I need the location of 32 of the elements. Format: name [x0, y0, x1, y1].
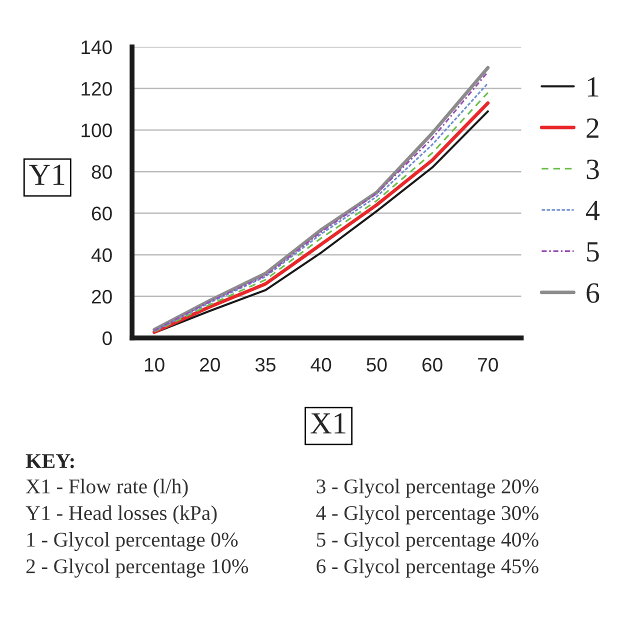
- y-axis-title: Y1: [29, 164, 64, 185]
- x-tick-label: 40: [310, 358, 332, 372]
- y-tick-label: 60: [92, 206, 112, 220]
- y-tick-label: 80: [92, 165, 112, 179]
- y-tick-label: 0: [102, 331, 112, 346]
- text: 2 - Glycol percentage 10%: [26, 558, 248, 578]
- text: 3 - Glycol percentage 20%: [316, 478, 538, 498]
- legend-label: 6: [586, 283, 600, 303]
- legend-label: 2: [586, 118, 598, 138]
- text: X1 - Flow rate (l/h): [26, 478, 188, 498]
- y-tick-label: 120: [82, 82, 112, 96]
- legend-label: 3: [586, 160, 599, 180]
- x-tick-label: 10: [144, 358, 164, 372]
- y-tick-label: 140: [82, 40, 112, 54]
- y-tick-label: 40: [91, 248, 112, 262]
- text: 6 - Glycol percentage 45%: [316, 558, 538, 578]
- text: 5 - Glycol percentage 40%: [317, 532, 538, 552]
- legend-label: 5: [587, 242, 599, 262]
- x-tick-label: 35: [255, 358, 276, 372]
- x-tick-label: 60: [422, 358, 442, 372]
- legend-label: 4: [586, 200, 600, 220]
- y-tick-label: 100: [82, 124, 112, 138]
- x-tick-label: 70: [478, 358, 498, 372]
- x-tick-label: 20: [200, 358, 220, 372]
- text: 4 - Glycol percentage 30%: [316, 505, 538, 524]
- x-tick-label: 50: [366, 358, 387, 372]
- x-axis-title: X1: [310, 413, 346, 434]
- text: 1 - Glycol percentage 0%: [27, 532, 238, 552]
- legend-label: 1: [588, 77, 598, 96]
- text: Y1 - Head losses (kPa): [26, 505, 217, 524]
- y-tick-label: 20: [92, 290, 112, 304]
- text: KEY:: [26, 454, 74, 468]
